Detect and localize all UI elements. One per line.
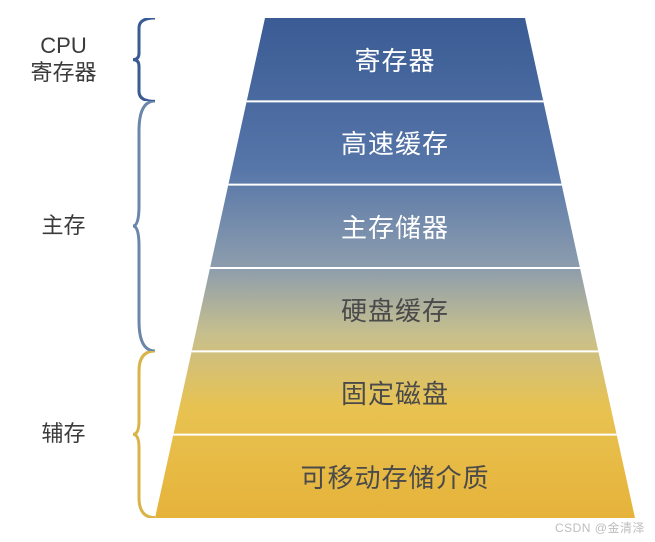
brace-icon (133, 351, 155, 518)
level-2: 主存储器 (155, 185, 635, 268)
brace-icon (133, 18, 155, 101)
level-label: 高速缓存 (341, 124, 449, 161)
side-labels-container: CPU 寄存器主存辅存 (0, 18, 155, 518)
levels-container: 寄存器高速缓存主存储器硬盘缓存固定磁盘可移动存储介质 (155, 18, 635, 518)
memory-hierarchy-diagram: 寄存器高速缓存主存储器硬盘缓存固定磁盘可移动存储介质 CPU 寄存器主存辅存 C… (0, 0, 655, 542)
level-1: 高速缓存 (155, 101, 635, 184)
level-5: 可移动存储介质 (155, 435, 635, 518)
level-3: 硬盘缓存 (155, 268, 635, 351)
level-4: 固定磁盘 (155, 351, 635, 434)
watermark-text: CSDN @金清泽 (555, 519, 645, 536)
level-label: 固定磁盘 (341, 374, 449, 411)
brace-icon (133, 101, 155, 351)
level-label: 寄存器 (354, 41, 435, 78)
side-group-label: CPU 寄存器 (0, 33, 127, 86)
level-label: 硬盘缓存 (341, 291, 449, 328)
side-group-label: 主存 (0, 213, 127, 239)
side-group-1: 主存 (0, 101, 155, 351)
level-label: 可移动存储介质 (300, 458, 489, 495)
side-group-0: CPU 寄存器 (0, 18, 155, 101)
level-0: 寄存器 (155, 18, 635, 101)
side-group-2: 辅存 (0, 351, 155, 518)
level-label: 主存储器 (341, 208, 449, 245)
side-group-label: 辅存 (0, 421, 127, 447)
